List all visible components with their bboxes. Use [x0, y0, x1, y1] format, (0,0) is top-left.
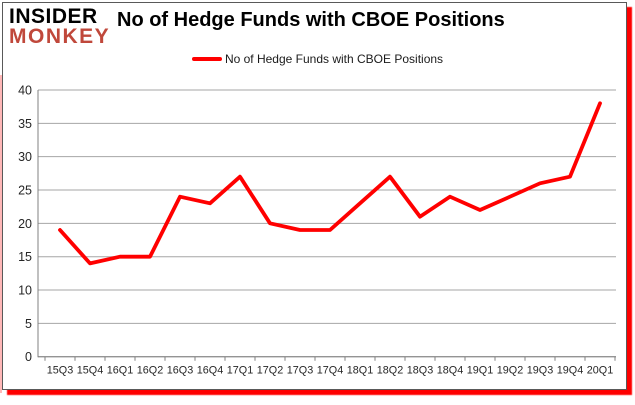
chart-title: No of Hedge Funds with CBOE Positions	[117, 9, 505, 31]
logo-text-insider: INSIDER	[9, 5, 98, 28]
x-axis-tick-label: 17Q2	[257, 365, 283, 377]
chart-frame	[2, 2, 627, 390]
x-axis-tick-label: 16Q3	[167, 365, 193, 377]
x-axis-tick-label: 16Q1	[107, 365, 133, 377]
x-axis-tick-label: 15Q4	[77, 365, 103, 377]
x-axis-tick-label: 19Q4	[557, 365, 583, 377]
logo-text-monkey: MONKEY	[9, 24, 111, 48]
y-axis-tick-label: 40	[18, 84, 32, 98]
left-shadow-stripe	[0, 75, 2, 393]
x-axis-tick-label: 17Q1	[227, 365, 253, 377]
legend-line-swatch	[191, 57, 222, 61]
y-axis-tick-label: 5	[25, 317, 32, 331]
legend-label: No of Hedge Funds with CBOE Positions	[224, 52, 444, 66]
y-axis-tick-label: 0	[25, 350, 32, 364]
x-axis-tick-label: 19Q3	[527, 365, 553, 377]
x-axis-tick-label: 15Q3	[47, 365, 73, 377]
insider-monkey-logo: INSIDER MONKEY	[9, 5, 111, 48]
x-axis-tick-label: 16Q4	[197, 365, 223, 377]
series-line	[58, 101, 602, 266]
x-axis-tick-label: 18Q4	[437, 365, 463, 377]
x-axis-tick-label: 19Q1	[467, 365, 493, 377]
x-axis-tick-label: 20Q1	[587, 365, 613, 377]
x-axis-tick-label: 17Q4	[317, 365, 343, 377]
x-axis-tick-label: 18Q3	[407, 365, 433, 377]
x-axis-tick-label: 19Q2	[497, 365, 523, 377]
chart-legend: No of Hedge Funds with CBOE Positions	[0, 52, 635, 66]
y-axis-tick-label: 15	[18, 250, 32, 264]
x-axis-tick-label: 16Q2	[137, 365, 163, 377]
x-axis-tick-label: 18Q1	[347, 365, 373, 377]
x-axis-tick-label: 18Q2	[377, 365, 403, 377]
y-axis-tick-label: 35	[18, 117, 32, 131]
y-axis-tick-label: 25	[18, 184, 32, 198]
y-axis-tick-label: 30	[18, 150, 32, 164]
x-axis-tick-label: 17Q3	[287, 365, 313, 377]
y-axis-tick-label: 20	[18, 217, 32, 231]
y-axis-tick-label: 10	[18, 284, 32, 298]
